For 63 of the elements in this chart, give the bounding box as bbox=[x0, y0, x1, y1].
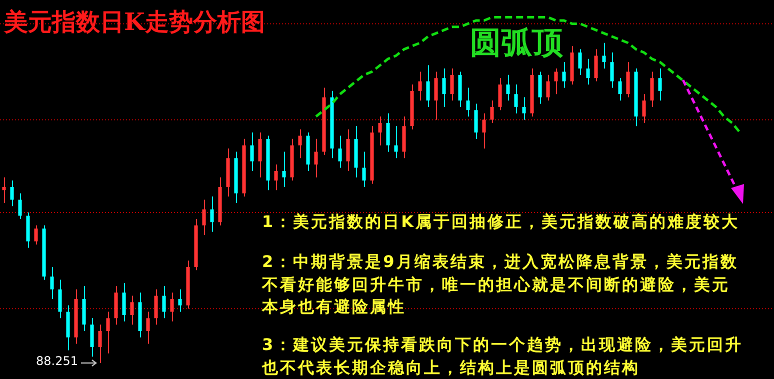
candlestick bbox=[658, 68, 662, 102]
candlestick bbox=[362, 151, 366, 188]
candlestick bbox=[394, 126, 398, 159]
candlestick bbox=[546, 74, 550, 102]
candlestick bbox=[178, 288, 182, 312]
candlestick bbox=[106, 311, 110, 354]
candlestick bbox=[274, 164, 278, 191]
candlestick bbox=[314, 138, 318, 178]
candlestick bbox=[2, 176, 6, 204]
annotation: 3：建议美元保持看跌向下的一个趋势，出现避险，美元回升也不代表长期企稳向上，结构上是圆弧顶的结构 bbox=[262, 334, 744, 378]
annotation: 88.251 bbox=[36, 354, 78, 368]
candlestick bbox=[642, 94, 646, 124]
candlestick bbox=[506, 74, 510, 102]
candlestick bbox=[586, 58, 590, 86]
candlestick bbox=[482, 112, 486, 150]
candlestick bbox=[34, 224, 38, 246]
candlestick bbox=[258, 132, 262, 178]
candlestick bbox=[562, 62, 566, 88]
annotation: 圆弧顶 bbox=[470, 24, 563, 63]
candlestick bbox=[466, 87, 470, 118]
candlestick bbox=[602, 42, 606, 69]
candlestick bbox=[154, 288, 158, 326]
candlestick bbox=[538, 71, 542, 104]
candlestick bbox=[618, 78, 622, 102]
candlestick bbox=[650, 71, 654, 108]
candlestick bbox=[434, 71, 438, 120]
candlestick bbox=[210, 196, 214, 232]
candlestick bbox=[10, 180, 14, 207]
candlestick bbox=[202, 199, 206, 236]
annotation: 1：美元指数的日K属于回抽修正，美元指数破高的难度较大 bbox=[262, 211, 741, 233]
candlestick bbox=[170, 292, 174, 322]
chart-title: 美元指数日K走势分析图 bbox=[4, 6, 265, 38]
candlestick bbox=[298, 128, 302, 159]
candlestick bbox=[338, 135, 342, 168]
candlestick bbox=[522, 96, 526, 120]
candlestick bbox=[386, 112, 390, 152]
candlestick bbox=[378, 116, 382, 146]
annotation: 2：中期背景是9月缩表结束，进入宽松降息背景，美元指数不看好能够回升牛市，唯一的担心就是不间断的避险，美元本身也有避险属性 bbox=[262, 251, 740, 318]
candlestick bbox=[98, 324, 102, 364]
candlestick bbox=[490, 100, 494, 124]
candlestick bbox=[594, 48, 598, 82]
candlestick bbox=[130, 295, 134, 326]
candlestick bbox=[554, 68, 558, 95]
candlestick bbox=[250, 132, 254, 172]
candlestick bbox=[610, 52, 614, 88]
candlestick bbox=[90, 318, 94, 358]
candlestick bbox=[498, 78, 502, 111]
candlestick bbox=[418, 71, 422, 102]
candlestick bbox=[122, 282, 126, 322]
candlestick bbox=[346, 128, 350, 172]
candlestick bbox=[58, 279, 62, 319]
candlestick bbox=[474, 103, 478, 140]
candlestick bbox=[450, 68, 454, 102]
candlestick bbox=[578, 48, 582, 76]
candlestick bbox=[162, 286, 166, 319]
candlestick bbox=[426, 64, 430, 108]
candlestick bbox=[146, 311, 150, 344]
candlestick bbox=[18, 192, 22, 220]
candlestick bbox=[50, 266, 54, 300]
candlestick bbox=[282, 151, 286, 188]
candlestick bbox=[626, 62, 630, 98]
candlestick bbox=[514, 84, 518, 114]
candlestick bbox=[442, 68, 446, 108]
